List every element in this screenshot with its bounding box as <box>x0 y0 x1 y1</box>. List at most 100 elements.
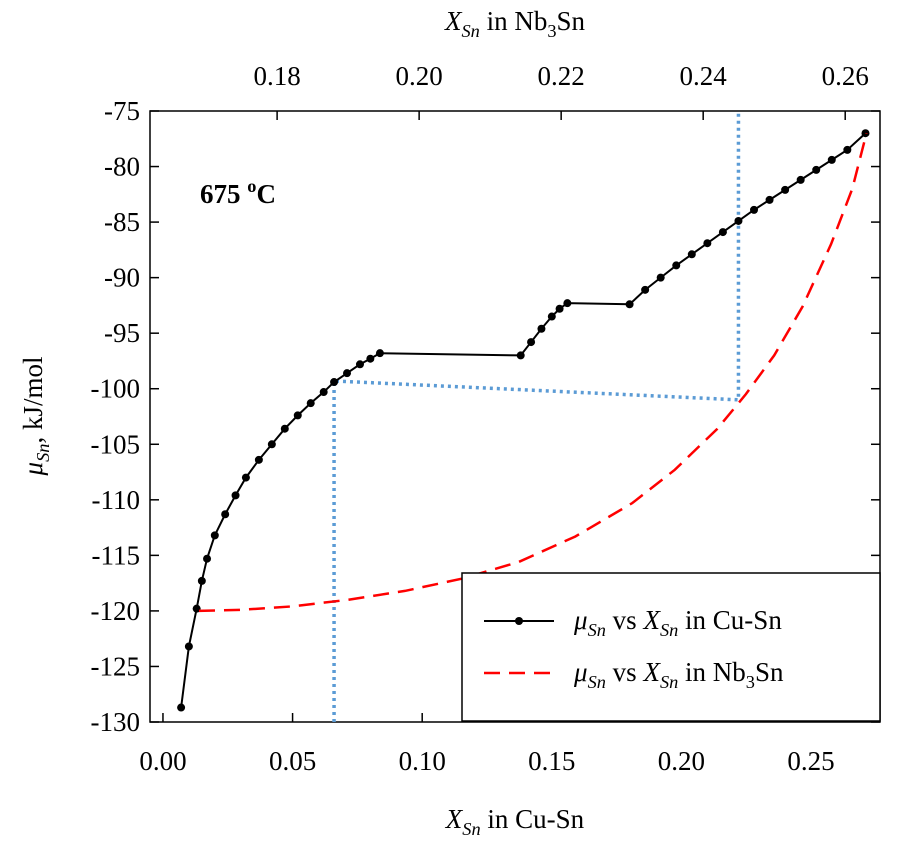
label-part: Sn <box>461 21 479 41</box>
label-part: in Nb <box>480 6 548 36</box>
label-part: μ <box>573 657 588 687</box>
point <box>184 642 193 651</box>
label-part: in Cu-Sn <box>481 804 585 834</box>
label-part: Sn <box>660 620 678 640</box>
label-part: X <box>444 6 463 36</box>
point <box>330 378 339 387</box>
legend-label: μSn vs XSn in Nb3Sn <box>573 657 784 692</box>
point <box>355 360 364 369</box>
label-part: Sn <box>588 672 606 692</box>
legend-marker <box>515 617 523 625</box>
label-part: vs <box>606 605 644 635</box>
point <box>537 324 546 333</box>
point <box>197 576 206 585</box>
y-tick-label: -120 <box>91 596 141 626</box>
point <box>555 304 564 313</box>
label-part: 3 <box>547 21 556 41</box>
point <box>231 491 240 500</box>
label-part: X <box>642 657 661 687</box>
label-part: in Cu-Sn <box>678 605 782 635</box>
label-part: Sn <box>588 620 606 640</box>
point <box>656 273 665 282</box>
x-tick-label: 0.10 <box>399 746 446 776</box>
point <box>527 338 536 347</box>
legend-box <box>461 572 881 722</box>
point <box>203 554 212 563</box>
label-part: μ <box>573 605 588 635</box>
point <box>641 285 650 294</box>
plot-frame <box>149 110 881 723</box>
label-part: Sn <box>755 657 784 687</box>
y-tick-label: -100 <box>91 374 141 404</box>
y-tick-label: -95 <box>104 318 140 348</box>
y-tick-label: -85 <box>104 207 140 237</box>
x-tick-label: 0.25 <box>787 746 834 776</box>
point <box>718 228 727 237</box>
label-part: Sn <box>462 819 480 839</box>
x-tick-label: 0.05 <box>269 746 316 776</box>
point <box>812 165 821 174</box>
point <box>366 354 375 363</box>
point <box>843 145 852 154</box>
point <box>765 195 774 204</box>
point <box>306 399 315 408</box>
point <box>254 455 263 464</box>
point <box>672 261 681 270</box>
point <box>703 239 712 248</box>
x-tick-label: 0.00 <box>139 746 186 776</box>
point <box>375 349 384 358</box>
x-tick-label: 0.20 <box>658 746 705 776</box>
x2-axis-label: XSn in Nb3Sn <box>444 6 586 41</box>
label-part: μ <box>18 462 48 477</box>
point <box>750 205 759 214</box>
point <box>516 351 525 360</box>
point <box>221 510 230 519</box>
point <box>280 424 289 433</box>
x2-tick-label: 0.24 <box>680 61 728 91</box>
point <box>781 185 790 194</box>
y-tick-label: -115 <box>92 540 141 570</box>
x2-tick-label: 0.22 <box>538 61 585 91</box>
x2-tick-label: 0.20 <box>396 61 443 91</box>
y-tick-label: -125 <box>91 651 141 681</box>
y-tick-label: -130 <box>91 707 141 737</box>
point <box>293 411 302 420</box>
label-part: C <box>256 179 276 209</box>
legend-label: μSn vs XSn in Cu-Sn <box>573 605 782 640</box>
label-part: 3 <box>746 672 755 692</box>
label-part: o <box>247 176 256 196</box>
point <box>687 250 696 259</box>
y-tick-label: -110 <box>92 485 141 515</box>
x-axis-label: XSn in Cu-Sn <box>445 804 585 839</box>
point <box>625 300 634 309</box>
label-part: vs <box>606 657 644 687</box>
annotation: 675 oC <box>200 176 276 209</box>
series-line <box>198 132 868 613</box>
x2-tick-label: 0.18 <box>253 61 300 91</box>
label-part: , kJ/mol <box>18 357 48 444</box>
label-part: X <box>445 804 464 834</box>
label-part: 675 <box>200 179 247 209</box>
label-part: Sn <box>33 444 53 462</box>
point <box>210 531 219 540</box>
x-tick-label: 0.15 <box>528 746 575 776</box>
label-part: in Nb <box>678 657 746 687</box>
y-tick-label: -105 <box>91 429 141 459</box>
y-tick-label: -90 <box>104 263 140 293</box>
point <box>241 473 250 482</box>
y-tick-label: -75 <box>104 96 140 126</box>
x2-tick-label: 0.26 <box>822 61 869 91</box>
y-tick-label: -80 <box>104 152 140 182</box>
label-part: Sn <box>660 672 678 692</box>
point <box>177 703 186 712</box>
point <box>547 312 556 321</box>
label-part: Sn <box>557 6 586 36</box>
point <box>796 175 805 184</box>
point <box>827 155 836 164</box>
point <box>343 369 352 378</box>
point <box>563 299 572 308</box>
label-part: X <box>642 605 661 635</box>
point <box>319 388 328 397</box>
